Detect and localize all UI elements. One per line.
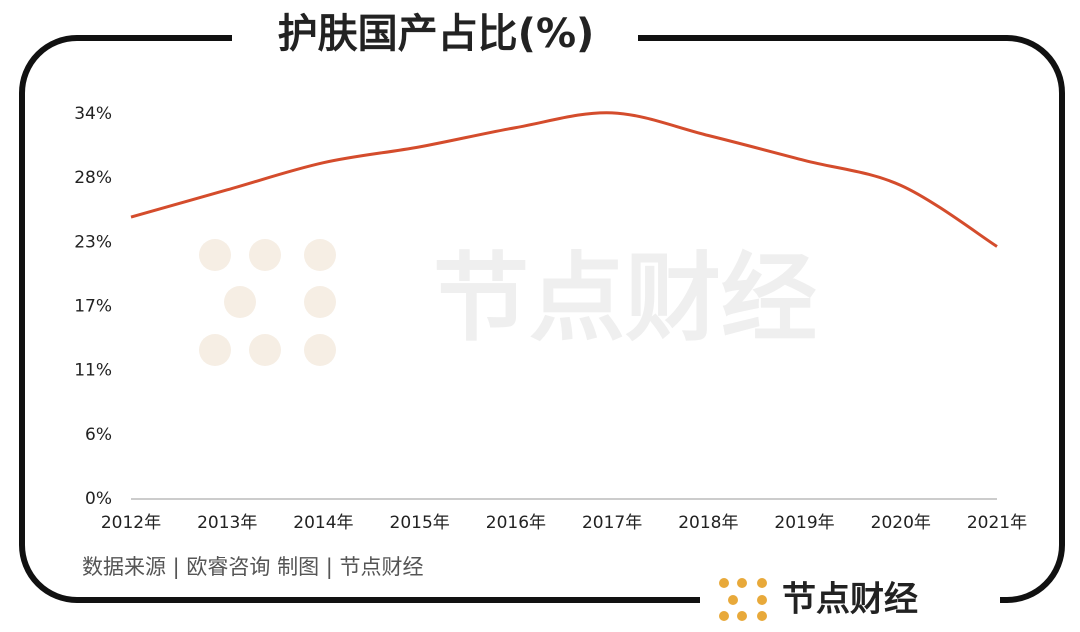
x-tick-label: 2020年 bbox=[871, 513, 931, 533]
y-tick-label: 23% bbox=[74, 232, 112, 252]
x-tick-label: 2016年 bbox=[486, 513, 546, 533]
x-tick-label: 2014年 bbox=[293, 513, 353, 533]
y-tick-label: 28% bbox=[74, 168, 112, 188]
x-tick-label: 2021年 bbox=[967, 513, 1027, 533]
x-tick-label: 2018年 bbox=[678, 513, 738, 533]
logo-icon bbox=[719, 578, 767, 621]
source-note: 数据来源 | 欧睿咨询 制图 | 节点财经 bbox=[82, 555, 424, 580]
title-gap bbox=[232, 10, 638, 66]
x-tick-label: 2013年 bbox=[197, 513, 257, 533]
data-line bbox=[130, 111, 998, 248]
y-tick-label: 11% bbox=[74, 361, 112, 381]
watermark: 节点财经 bbox=[433, 242, 817, 354]
watermark-icon bbox=[199, 239, 336, 366]
logo-gap bbox=[700, 580, 1000, 625]
y-tick-label: 6% bbox=[85, 425, 112, 445]
x-tick-label: 2015年 bbox=[390, 513, 450, 533]
x-tick-label: 2019年 bbox=[774, 513, 834, 533]
y-tick-label: 34% bbox=[74, 104, 112, 124]
y-tick-label: 0% bbox=[85, 489, 112, 509]
x-tick-label: 2012年 bbox=[101, 513, 161, 533]
x-tick-label: 2017年 bbox=[582, 513, 642, 533]
chart-title: 护肤国产占比(%) bbox=[278, 11, 595, 57]
y-tick-label: 17% bbox=[74, 297, 112, 317]
logo-text: 节点财经 bbox=[782, 580, 918, 620]
